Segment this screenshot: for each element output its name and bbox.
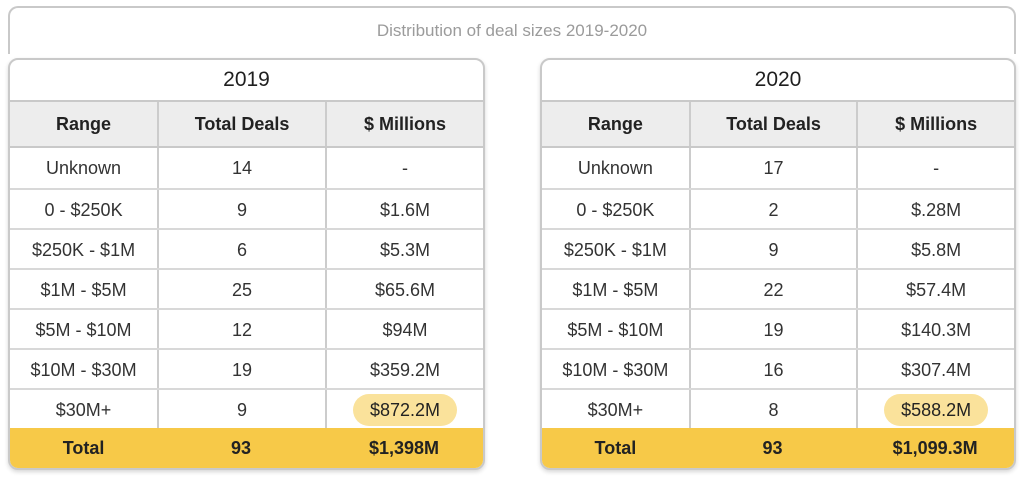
total-row: Total 93 $1,099.3M: [542, 428, 1014, 468]
total-millions-value: $1,398M: [368, 438, 440, 458]
table-row: $5M - $10M 12 $94M: [10, 308, 483, 348]
table-cell: $30M+: [587, 400, 644, 420]
table-cell: Unknown: [46, 158, 122, 178]
table-cell: $359.2M: [325, 350, 483, 388]
column-header-total-deals: Total Deals: [157, 102, 325, 146]
table-cell: $10M - $30M: [562, 360, 669, 380]
table-body: Unknown 17- 0 - $250K 2 $.28M $250K - $1M 9 $5.…: [542, 148, 1014, 428]
table-body: Unknown 14-0 - $250K 9 $1.6M $250K - $1M 6 $5.…: [10, 148, 483, 428]
total-label: Total: [62, 438, 105, 458]
table-cell: $250K - $1M: [32, 240, 136, 260]
table-cell: 17: [688, 148, 857, 188]
column-header-total-deals: Total Deals: [688, 102, 857, 146]
column-header-millions: $ Millions: [325, 102, 483, 146]
table-cell: $10M - $30M: [30, 360, 137, 380]
table-cell: 19: [688, 310, 857, 348]
table-cell: $307.4M: [856, 350, 1014, 388]
table-cell: $5M - $10M: [35, 320, 132, 340]
table-row: 0 - $250K 2 $.28M: [542, 188, 1014, 228]
table-cell: $5.3M: [325, 230, 483, 268]
table-header-row: Range Total Deals $ Millions: [10, 100, 483, 148]
total-label: Total: [594, 438, 637, 458]
table-cell: 22: [688, 270, 857, 308]
table-cell: $94M: [325, 310, 483, 348]
table-title-2019: 2019: [223, 68, 270, 91]
table-row: $5M - $10M 19 $140.3M: [542, 308, 1014, 348]
table-cell: $65.6M: [325, 270, 483, 308]
table-cell: 0 - $250K: [576, 200, 655, 220]
table-row: $10M - $30M 16 $307.4M: [542, 348, 1014, 388]
table-cell: 9: [688, 230, 857, 268]
table-cell: $250K - $1M: [563, 240, 667, 260]
table-row: Unknown 14-: [10, 148, 483, 188]
deal-table-2020: 2020 Range Total Deals $ Millions Unknow…: [540, 58, 1016, 470]
table-cell: 2: [688, 190, 857, 228]
table-cell: $30M+: [55, 400, 112, 420]
table-cell: 12: [157, 310, 325, 348]
table-cell: $.28M: [856, 190, 1014, 228]
table-cell: 19: [157, 350, 325, 388]
table-cell: 9: [157, 190, 325, 228]
total-millions-value: $1,099.3M: [892, 438, 978, 458]
table-cell: $588.2M: [856, 390, 1014, 428]
chart-title-card: Distribution of deal sizes 2019-2020: [8, 6, 1016, 54]
total-deals-value: 93: [762, 438, 783, 458]
table-row: $250K - $1M 9 $5.8M: [542, 228, 1014, 268]
table-cell: 16: [688, 350, 857, 388]
table-cell: $872.2M: [325, 390, 483, 428]
table-cell: $57.4M: [856, 270, 1014, 308]
total-row: Total 93 $1,398M: [10, 428, 483, 468]
highlight-pill: $588.2M: [884, 393, 989, 426]
table-cell: 6: [157, 230, 325, 268]
table-cell: $1.6M: [325, 190, 483, 228]
table-title-2020: 2020: [754, 68, 802, 91]
table-cell: $140.3M: [856, 310, 1014, 348]
table-row: $10M - $30M 19 $359.2M: [10, 348, 483, 388]
column-header-range: Range: [56, 114, 112, 134]
table-row: 0 - $250K 9 $1.6M: [10, 188, 483, 228]
table-row: $1M - $5M 22 $57.4M: [542, 268, 1014, 308]
table-cell: $5M - $10M: [567, 320, 664, 340]
table-row: $250K - $1M 6 $5.3M: [10, 228, 483, 268]
table-cell: $5.8M: [856, 230, 1014, 268]
table-row: $30M+ 9 $872.2M: [10, 388, 483, 428]
table-cell: $1M - $5M: [40, 280, 127, 300]
table-cell: 8: [688, 390, 857, 428]
table-row: $30M+ 8 $588.2M: [542, 388, 1014, 428]
table-cell: Unknown: [577, 158, 653, 178]
page-title: Distribution of deal sizes 2019-2020: [376, 21, 648, 40]
table-cell: $1M - $5M: [572, 280, 659, 300]
table-cell: -: [856, 148, 1014, 188]
table-cell: 0 - $250K: [44, 200, 123, 220]
table-cell: -: [325, 148, 483, 188]
highlight-pill: $872.2M: [352, 393, 458, 426]
deal-table-2019: 2019 Range Total Deals $ Millions Unknow…: [8, 58, 485, 470]
column-header-range: Range: [587, 114, 643, 134]
table-cell: 9: [157, 390, 325, 428]
table-row: Unknown 17-: [542, 148, 1014, 188]
table-cell: 25: [157, 270, 325, 308]
table-row: $1M - $5M 25 $65.6M: [10, 268, 483, 308]
table-cell: 14: [157, 148, 325, 188]
table-header-row: Range Total Deals $ Millions: [542, 100, 1014, 148]
column-header-millions: $ Millions: [856, 102, 1014, 146]
total-deals-value: 93: [231, 438, 252, 458]
